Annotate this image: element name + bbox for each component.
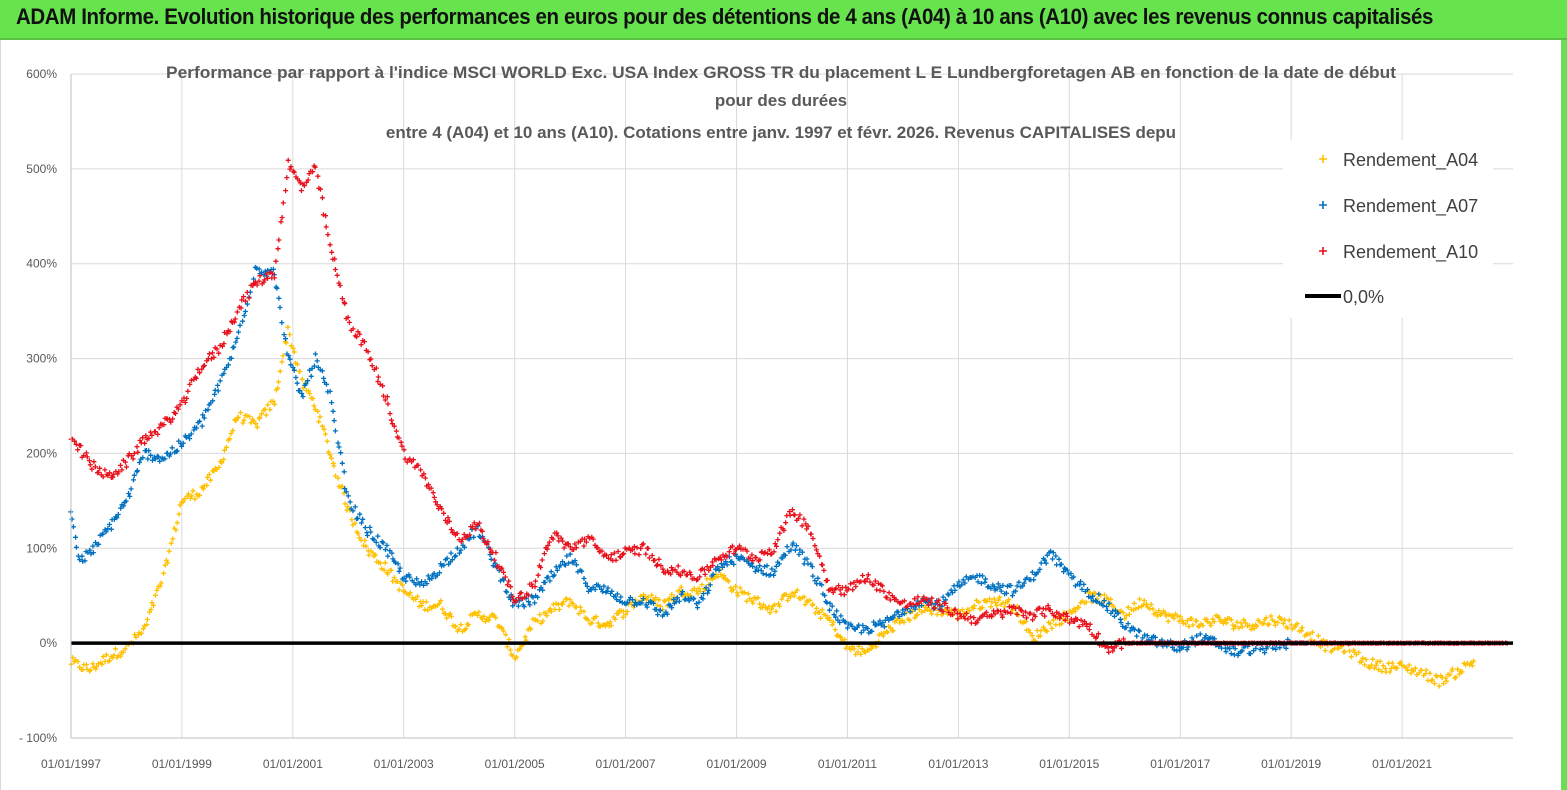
scatter-chart: - 100% 0% 100% 200% 300% 400% 500% 600% 01/01/19… — [19, 63, 1513, 771]
legend-marker-swatch — [1319, 155, 1327, 163]
series-markers — [68, 264, 1310, 658]
chart-title: Performance par rapport à l'indice MSCI … — [166, 63, 1396, 142]
chart-title-line: Performance par rapport à l'indice MSCI … — [166, 63, 1396, 82]
legend-box — [1283, 140, 1493, 318]
x-tick-label: 01/01/2021 — [1372, 757, 1432, 771]
chart-title-line: entre 4 (A04) et 10 ans (A10). Cotations… — [386, 123, 1176, 142]
legend-label: 0,0% — [1343, 287, 1384, 307]
axes: - 100% 0% 100% 200% 300% 400% 500% 600% 01/01/19… — [19, 67, 1513, 771]
series-markers — [68, 324, 1477, 689]
y-tick-label: - 100% — [19, 731, 57, 745]
y-tick-label: 500% — [26, 162, 57, 176]
x-tick-label: 01/01/2001 — [263, 757, 323, 771]
y-tick-label: 300% — [26, 352, 57, 366]
grid — [70, 73, 1513, 739]
legend-label: Rendement_A04 — [1343, 150, 1478, 171]
report-title: ADAM Informe. Evolution historique des p… — [16, 4, 1433, 29]
report-banner: ADAM Informe. Evolution historique des p… — [0, 0, 1567, 40]
legend-marker-swatch — [1319, 247, 1327, 255]
x-tick-label: 01/01/2013 — [928, 757, 988, 771]
series-rendement_a04 — [68, 324, 1477, 689]
chart-title-line: pour des durées — [715, 91, 847, 110]
y-tick-label: 100% — [26, 541, 57, 555]
x-tick-label: 01/01/2011 — [818, 757, 877, 771]
legend-label: Rendement_A07 — [1343, 196, 1478, 217]
legend-label: Rendement_A10 — [1343, 242, 1478, 263]
x-tick-label: 01/01/2007 — [596, 757, 656, 771]
x-tick-label: 01/01/2017 — [1150, 757, 1210, 771]
x-tick-label: 01/01/2015 — [1039, 757, 1099, 771]
x-tick-label: 01/01/1997 — [41, 757, 101, 771]
y-tick-label: 200% — [26, 446, 57, 460]
y-tick-label: 600% — [26, 67, 57, 81]
x-tick-label: 01/01/2009 — [707, 757, 767, 771]
x-tick-label: 01/01/1999 — [152, 757, 212, 771]
legend-marker-swatch — [1319, 201, 1327, 209]
series-rendement_a07 — [68, 264, 1310, 658]
y-tick-label: 400% — [26, 257, 57, 271]
y-tick-label: 0% — [40, 636, 58, 650]
x-tick-label: 01/01/2019 — [1261, 757, 1321, 771]
x-tick-label: 01/01/2003 — [374, 757, 434, 771]
x-tick-label: 01/01/2005 — [485, 757, 545, 771]
chart-area: - 100% 0% 100% 200% 300% 400% 500% 600% 01/01/19… — [0, 40, 1567, 790]
legend: Rendement_A04 Rendement_A07 Rendement_A10 0… — [1283, 140, 1493, 318]
